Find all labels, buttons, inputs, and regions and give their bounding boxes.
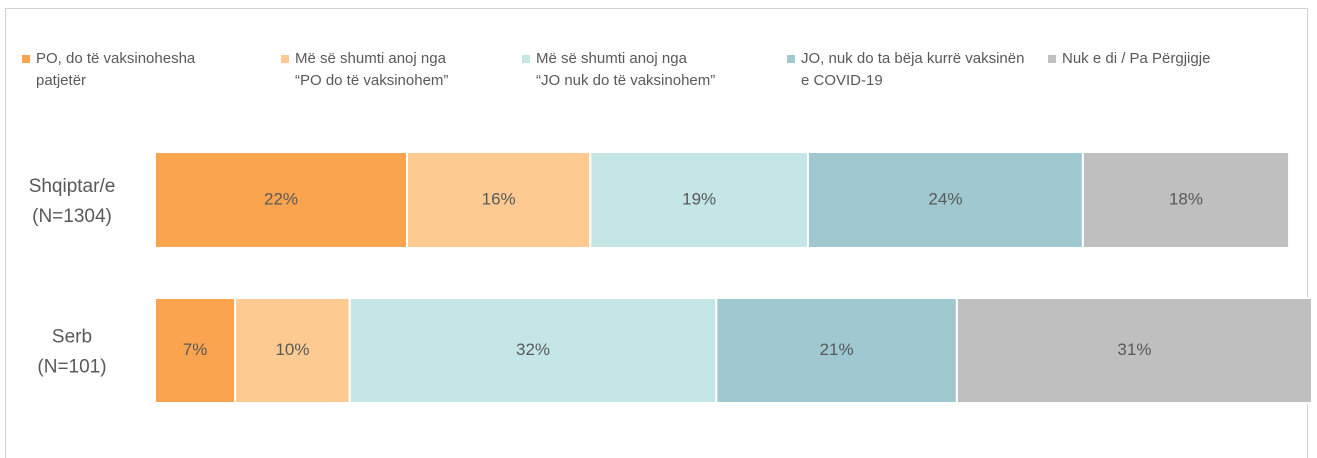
category-label-line: (N=1304) [32,206,112,227]
category-label-line: (N=101) [37,357,106,378]
legend-label: PO, do të vaksinohesha patjetër [36,50,196,89]
value-label: 10% [275,340,309,359]
value-label: 22% [264,189,298,208]
bar-segment [348,297,718,404]
legend-swatch [522,55,530,63]
category-label: Shqiptar/e (N=1304) [29,176,116,227]
legend-label: Më së shumti anoj nga “JO nuk do të vaks… [536,50,716,89]
legend-item: Më së shumti anoj nga “JO nuk do të vaks… [522,48,715,92]
value-label: 31% [1117,340,1151,359]
legend-swatch [787,55,795,63]
value-label: 21% [820,340,854,359]
legend-swatch [281,55,289,63]
category-label-line: Shqiptar/e [29,176,116,197]
bar-segment [154,151,409,249]
legend-item: JO, nuk do ta bëja kurrë vaksinën e COVI… [787,48,1024,92]
legend-item: Më së shumti anoj nga “PO do të vaksinoh… [281,48,448,92]
value-label: 7% [183,340,208,359]
bar-segment [806,151,1084,249]
value-label: 32% [516,340,550,359]
value-label: 18% [1169,189,1203,208]
category-label: Serb (N=101) [37,327,106,378]
legend-label: Më së shumti anoj nga “PO do të vaksinoh… [295,50,449,89]
legend-swatch [1048,55,1056,63]
legend-swatch [22,55,30,63]
value-label: 24% [928,189,962,208]
bar-segment [955,297,1313,404]
bar-segment [1081,151,1291,249]
value-label: 19% [682,189,716,208]
legend-item: Nuk e di / Pa Përgjigje [1048,48,1210,70]
chart-frame [5,8,1308,458]
legend-item: PO, do të vaksinohesha patjetër [22,48,195,92]
legend-label: JO, nuk do ta bëja kurrë vaksinën e COVI… [801,50,1025,89]
value-label: 16% [482,189,516,208]
legend-label: Nuk e di / Pa Përgjigje [1062,50,1211,67]
category-label-line: Serb [52,327,92,348]
